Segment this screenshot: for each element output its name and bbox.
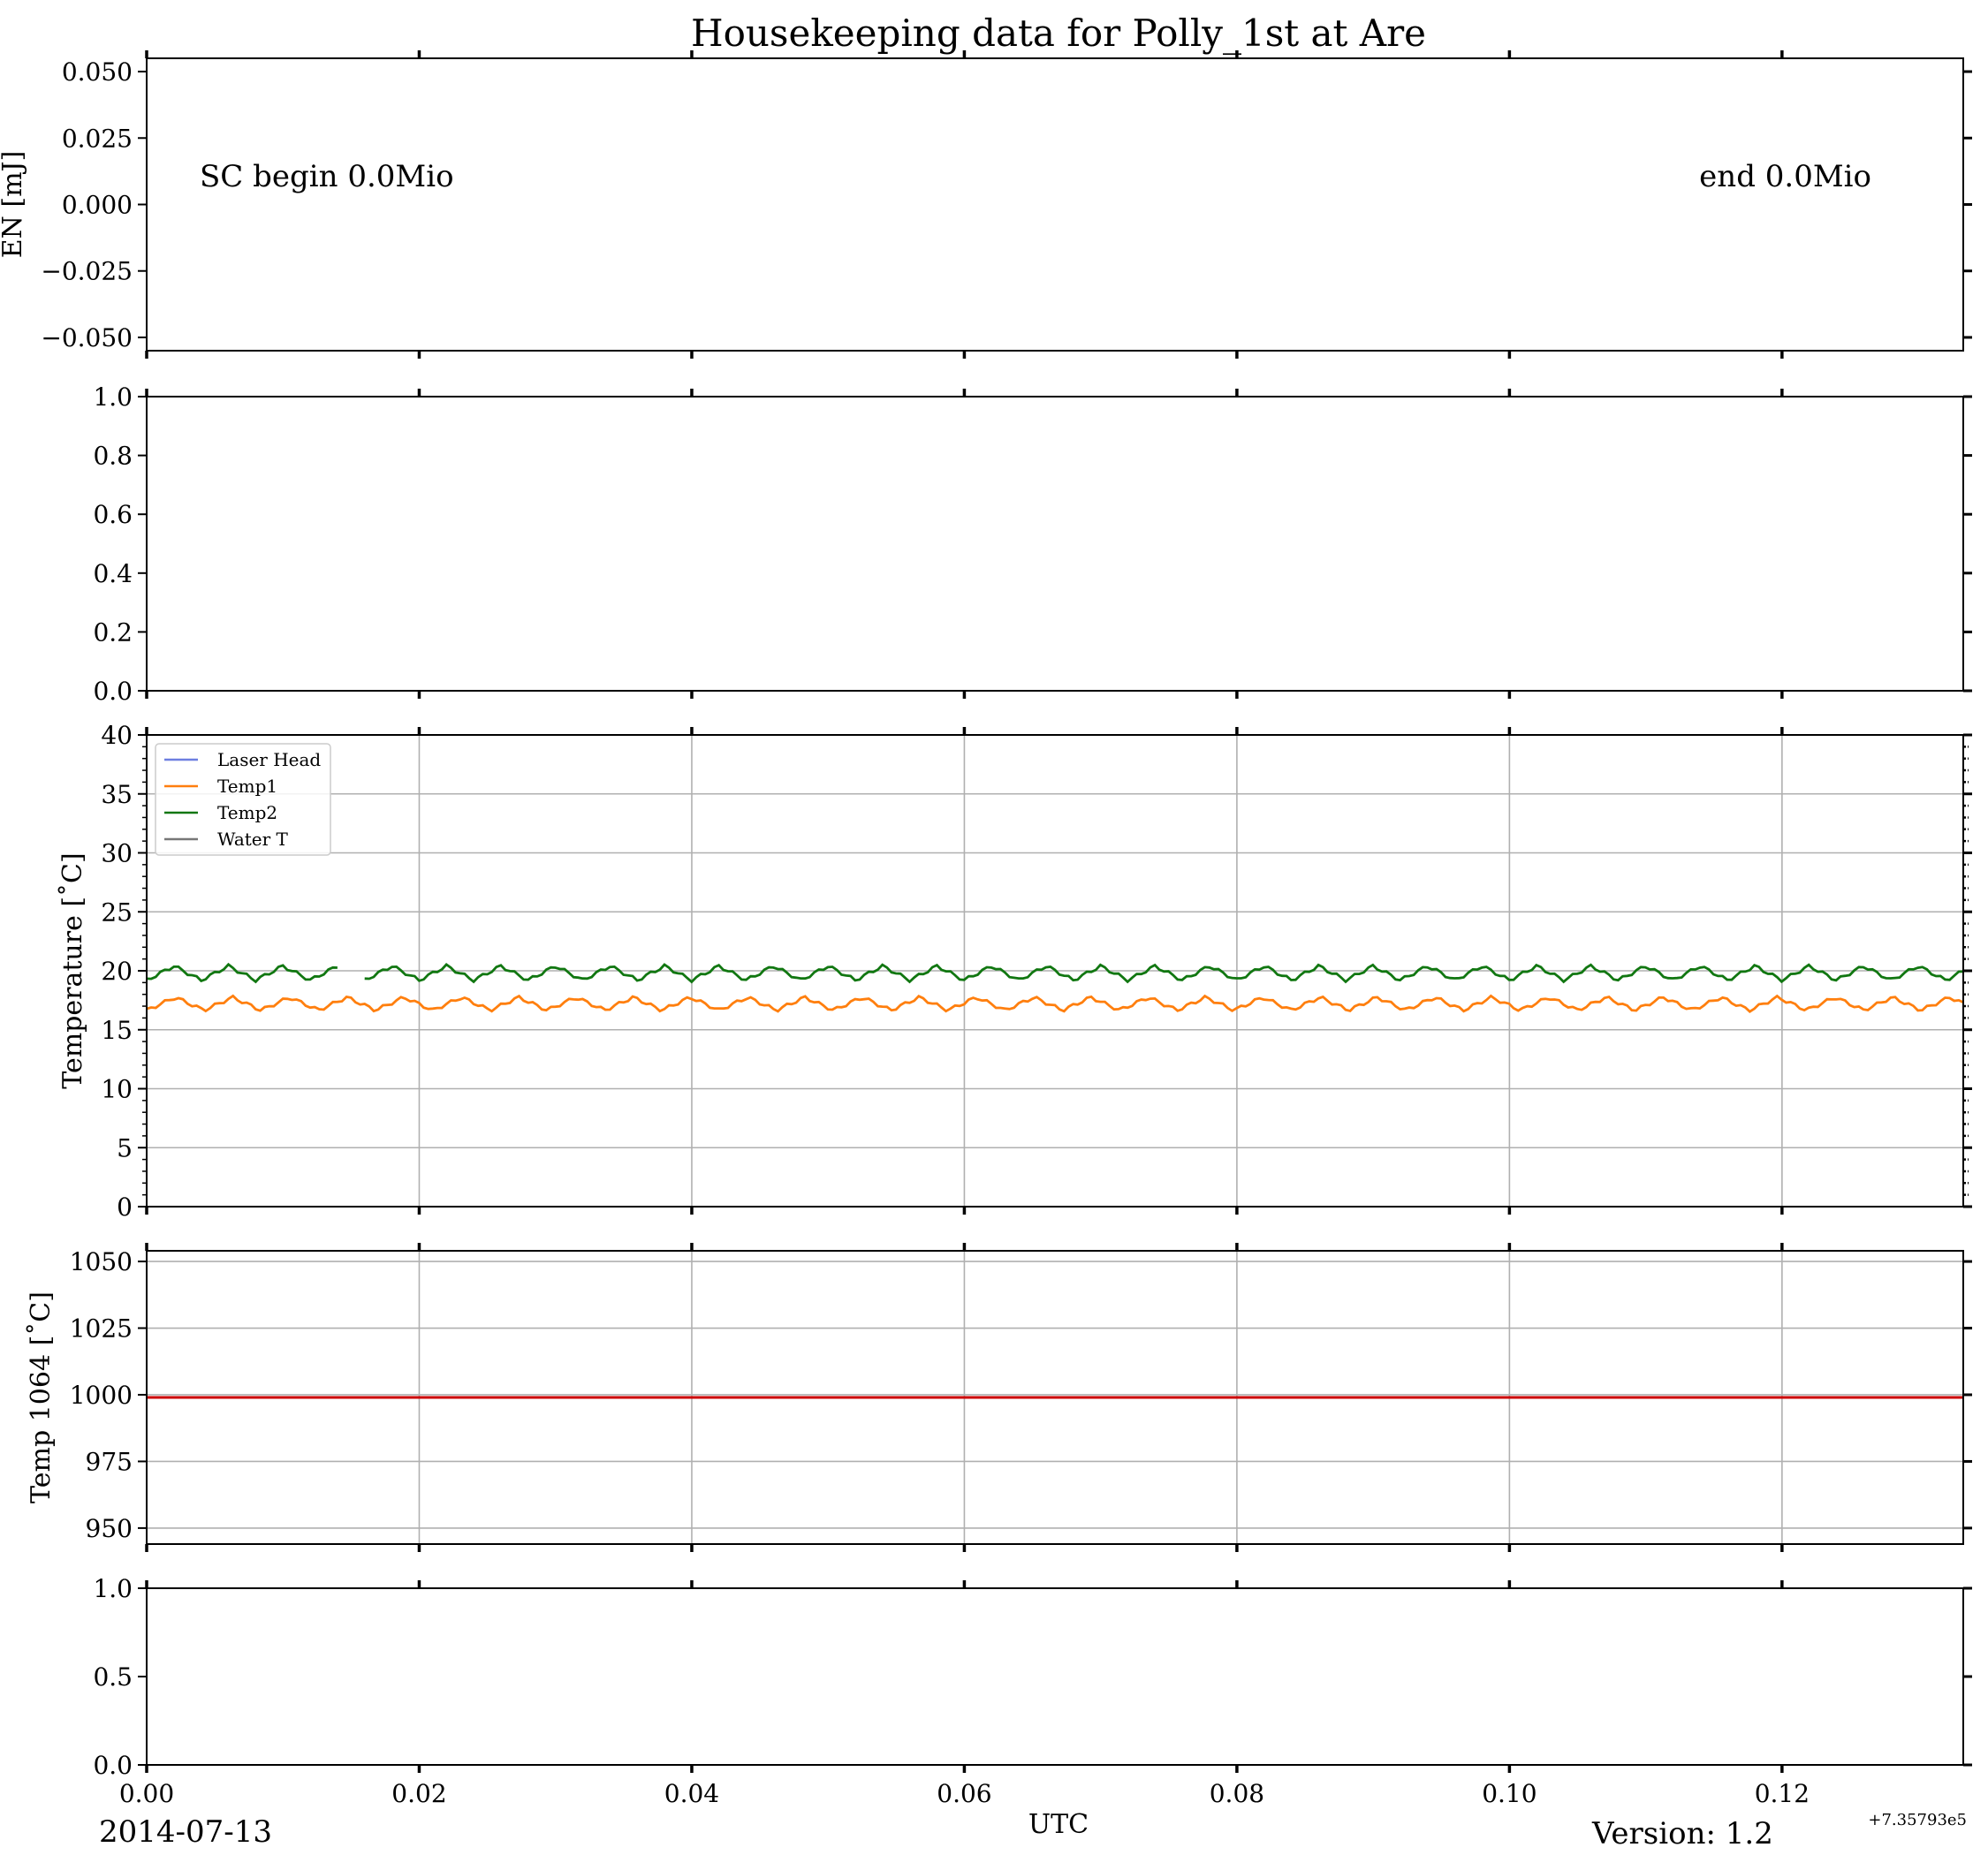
y-tick-label: 0.8	[93, 442, 133, 471]
date-label: 2014-07-13	[99, 1814, 272, 1850]
y-tick-label: −0.050	[41, 323, 133, 352]
series-line-temp2	[364, 963, 1964, 984]
legend-label: Laser Head	[217, 749, 321, 770]
legend-label: Temp1	[217, 776, 277, 797]
x-tick-label: 0.12	[1755, 1779, 1810, 1808]
panel-1: 0.050 0.025 0.000 −0.025 −0.050 EN [mJ] SC beg…	[0, 50, 1972, 359]
y-tick-label: 0.5	[93, 1662, 133, 1692]
x-tick-label: 0.00	[119, 1779, 174, 1808]
y-tick-label: 0.0	[93, 1751, 133, 1780]
series-line-temp1	[146, 994, 1964, 1013]
x-offset-label: +7.35793e5	[1868, 1811, 1967, 1829]
legend-box	[155, 743, 331, 856]
y-tick-label: 0.4	[93, 559, 133, 588]
panel-5: 1.0 0.5 0.00.00 0.02 0.04 0.06 0.08 0.10 0.12	[93, 1574, 1972, 1808]
series-line-temp2	[146, 962, 338, 984]
legend-label: Temp2	[217, 802, 277, 823]
y-tick-label: 0.000	[62, 191, 133, 220]
y-tick-label: 0.025	[62, 124, 133, 153]
legend-label: Water T	[217, 829, 289, 850]
y-tick-label: 10	[101, 1075, 133, 1104]
x-tick-label: 0.04	[664, 1779, 719, 1808]
y-tick-label: 1025	[70, 1314, 133, 1344]
y-axis-label: Temperature [˚C]	[57, 852, 88, 1088]
y-tick-label: 15	[101, 1016, 133, 1045]
y-tick-label: 1.0	[93, 1574, 133, 1603]
x-axis-label: UTC	[1028, 1809, 1089, 1840]
x-tick-label: 0.08	[1210, 1779, 1264, 1808]
y-tick-label: 0.0	[93, 677, 133, 706]
y-tick-label: 25	[101, 897, 133, 927]
annotation-sc-begin: SC begin 0.0Mio	[200, 159, 454, 194]
chart-title: Housekeeping data for Polly_1st at Are	[691, 11, 1426, 55]
y-axis-label: Temp 1064 [˚C]	[26, 1291, 57, 1503]
y-tick-label: 30	[101, 839, 133, 868]
axes-frame	[146, 1250, 1964, 1545]
y-tick-label: 40	[101, 721, 133, 750]
panel-2: 1.0 0.8 0.6 0.4 0.2 0.0	[93, 382, 1972, 706]
y-tick-label: 0.2	[93, 617, 133, 647]
x-tick-label: 0.10	[1482, 1779, 1537, 1808]
y-tick-label: 1.0	[93, 382, 133, 412]
y-axis-label: EN [mJ]	[0, 151, 28, 259]
x-tick-label: 0.06	[937, 1779, 991, 1808]
y-tick-label: 0.050	[62, 57, 133, 87]
y-tick-label: 5	[117, 1133, 133, 1162]
y-tick-label: 35	[101, 780, 133, 809]
y-tick-label: 0.6	[93, 500, 133, 529]
y-tick-label: −0.025	[41, 257, 133, 286]
legend: Laser Head Temp1 Temp2 Water T	[155, 743, 331, 856]
annotation-sc-end: end 0.0Mio	[1699, 159, 1871, 194]
y-tick-label: 0	[117, 1192, 133, 1222]
axes-frame	[146, 57, 1964, 352]
version-label: Version: 1.2	[1591, 1816, 1773, 1851]
axes-frame	[146, 1587, 1964, 1766]
panel-4: 1050 1025 1000 975 950 Temp 1064 [˚C]	[26, 1243, 1972, 1552]
y-tick-label: 975	[86, 1447, 133, 1476]
x-tick-label: 0.02	[391, 1779, 446, 1808]
y-tick-label: 1050	[70, 1247, 133, 1276]
y-tick-label: 20	[101, 957, 133, 986]
y-tick-label: 950	[86, 1514, 133, 1543]
axes-frame	[146, 396, 1964, 692]
y-tick-label: 1000	[70, 1381, 133, 1410]
panel-3: 40 35 30 25 20 15 10 5 0 Temperature [˚C] Laser He…	[57, 721, 1972, 1222]
